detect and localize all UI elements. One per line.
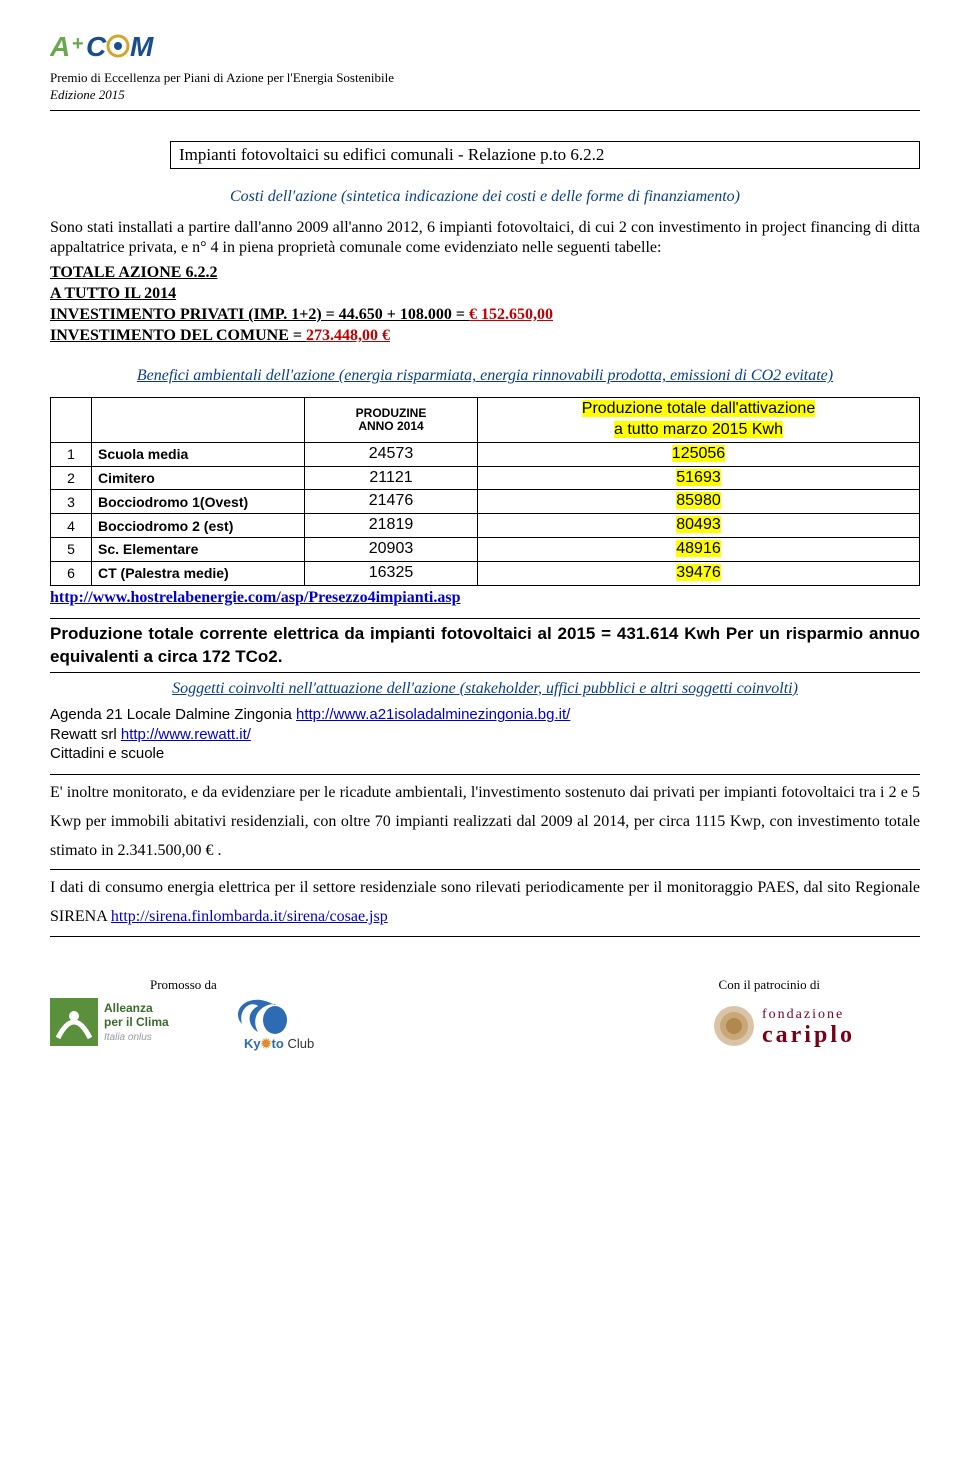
agenda21-link[interactable]: http://www.a21isoladalminezingonia.bg.it…: [296, 706, 570, 723]
divider-3: [50, 774, 920, 775]
divider-2: [50, 672, 920, 673]
row-label: CT (Palestra medie): [92, 561, 305, 585]
table-row: 4Bocciodromo 2 (est)2181980493: [51, 514, 920, 538]
svg-text:per il Clima: per il Clima: [104, 1015, 169, 1029]
divider-5: [50, 936, 920, 937]
header-subtitle: Premio di Eccellenza per Piani di Azione…: [50, 70, 920, 87]
inv-priv-label: INVESTIMENTO PRIVATI (IMP. 1+2) = 44.650…: [50, 306, 469, 323]
row-prod-total: 48916: [478, 538, 920, 562]
th-produzione-2014: PRODUZINE ANNO 2014: [305, 398, 478, 443]
svg-text:fondazione: fondazione: [762, 1007, 844, 1022]
production-table: PRODUZINE ANNO 2014 Produzione totale da…: [50, 397, 920, 585]
table-row: 2Cimitero2112151693: [51, 466, 920, 490]
production-table-wrap: PRODUZINE ANNO 2014 Produzione totale da…: [50, 397, 920, 585]
agenda21-prefix: Agenda 21 Locale Dalmine Zingonia: [50, 706, 296, 723]
row-prod-total: 51693: [478, 466, 920, 490]
row-prod-total: 80493: [478, 514, 920, 538]
th-col4b: a tutto marzo 2015 Kwh: [614, 421, 783, 438]
row-prod-total: 85980: [478, 490, 920, 514]
row-label: Bocciodromo 2 (est): [92, 514, 305, 538]
row-prod-2014: 21121: [305, 466, 478, 490]
th-col3b: ANNO 2014: [311, 420, 471, 433]
bottom-paragraph-2: I dati di consumo energia elettrica per …: [50, 874, 920, 932]
table-row: 5Sc. Elementare2090348916: [51, 538, 920, 562]
rewatt-line: Rewatt srl http://www.rewatt.it/: [50, 725, 920, 745]
inv-com-label: INVESTIMENTO DEL COMUNE =: [50, 327, 306, 344]
svg-text:Alleanza: Alleanza: [104, 1001, 153, 1015]
row-prod-2014: 16325: [305, 561, 478, 585]
svg-text:Italia onlus: Italia onlus: [104, 1032, 152, 1043]
header-edition: Edizione 2015: [50, 87, 920, 104]
row-num: 5: [51, 538, 92, 562]
row-label: Cimitero: [92, 466, 305, 490]
table-header-row: PRODUZINE ANNO 2014 Produzione totale da…: [51, 398, 920, 443]
hostrela-link-line: http://www.hostrelabenergie.com/asp/Pres…: [50, 588, 920, 609]
row-prod-2014: 20903: [305, 538, 478, 562]
title-box: Impianti fotovoltaici su edifici comunal…: [170, 141, 920, 169]
row-num: 3: [51, 490, 92, 514]
hostrela-link[interactable]: http://www.hostrelabenergie.com/asp/Pres…: [50, 589, 461, 606]
row-label: Bocciodromo 1(Ovest): [92, 490, 305, 514]
header-divider: [50, 110, 920, 111]
bottom-paragraph-1: E' inoltre monitorato, e da evidenziare …: [50, 779, 920, 865]
th-col4a: Produzione totale dall'attivazione: [582, 400, 815, 417]
sirena-link[interactable]: http://sirena.finlombarda.it/sirena/cosa…: [111, 908, 388, 925]
inv-com-value: 273.448,00 €: [306, 327, 390, 344]
row-label: Scuola media: [92, 442, 305, 466]
section-heading-benefits: Benefici ambientali dell'azione (energia…: [50, 366, 920, 387]
svg-text:A: A: [50, 31, 70, 62]
inv-priv-value: € 152.650,00: [469, 306, 553, 323]
svg-text:+: +: [72, 33, 84, 55]
footer-bar: Promosso da Con il patrocinio di: [50, 977, 920, 994]
table-row: 1Scuola media24573125056: [51, 442, 920, 466]
divider-1: [50, 618, 920, 619]
row-prod-2014: 24573: [305, 442, 478, 466]
th-empty-1: [51, 398, 92, 443]
row-num: 6: [51, 561, 92, 585]
row-prod-2014: 21476: [305, 490, 478, 514]
th-produzione-totale: Produzione totale dall'attivazione a tut…: [478, 398, 920, 443]
row-label: Sc. Elementare: [92, 538, 305, 562]
rewatt-prefix: Rewatt srl: [50, 726, 121, 743]
cittadini-line: Cittadini e scuole: [50, 744, 920, 764]
fondazione-cariplo-logo: fondazione cariplo: [710, 998, 920, 1061]
row-prod-2014: 21819: [305, 514, 478, 538]
th-empty-2: [92, 398, 305, 443]
svg-text:Ky✹to Club: Ky✹to Club: [244, 1036, 314, 1051]
row-prod-total: 125056: [478, 442, 920, 466]
row-num: 4: [51, 514, 92, 538]
table-row: 6CT (Palestra medie)1632539476: [51, 561, 920, 585]
section-heading-soggetti: Soggetti coinvolti nell'attuazione dell'…: [50, 679, 920, 700]
rewatt-link[interactable]: http://www.rewatt.it/: [121, 726, 251, 743]
footer-promosso: Promosso da: [150, 977, 217, 994]
kyoto-club-logo: Ky✹to Club: [230, 998, 320, 1061]
intro-paragraph: Sono stati installati a partire dall'ann…: [50, 218, 920, 260]
row-num: 1: [51, 442, 92, 466]
section-heading-costs: Costi dell'azione (sintetica indicazione…: [50, 187, 920, 208]
investimento-privati-line: INVESTIMENTO PRIVATI (IMP. 1+2) = 44.650…: [50, 305, 920, 326]
row-num: 2: [51, 466, 92, 490]
sponsor-logos: Alleanza per il Clima Italia onlus Ky✹to…: [50, 998, 920, 1061]
page-header: A + C M Premio di Eccellenza per Piani d…: [50, 30, 920, 104]
table-row: 3Bocciodromo 1(Ovest)2147685980: [51, 490, 920, 514]
row-prod-total: 39476: [478, 561, 920, 585]
footer-patrocinio: Con il patrocinio di: [719, 977, 820, 994]
acom-logo: A + C M: [50, 30, 920, 66]
alleanza-clima-logo: Alleanza per il Clima Italia onlus: [50, 998, 200, 1061]
a-tutto-label: A TUTTO IL 2014: [50, 284, 920, 305]
svg-text:C: C: [86, 31, 107, 62]
divider-4: [50, 869, 920, 870]
produzione-totale-line: Produzione totale corrente elettrica da …: [50, 623, 920, 667]
investimento-comune-line: INVESTIMENTO DEL COMUNE = 273.448,00 €: [50, 326, 920, 347]
agenda21-line: Agenda 21 Locale Dalmine Zingonia http:/…: [50, 705, 920, 725]
svg-text:cariplo: cariplo: [762, 1022, 855, 1048]
totale-azione-label: TOTALE AZIONE 6.2.2: [50, 263, 920, 284]
svg-text:M: M: [130, 31, 154, 62]
